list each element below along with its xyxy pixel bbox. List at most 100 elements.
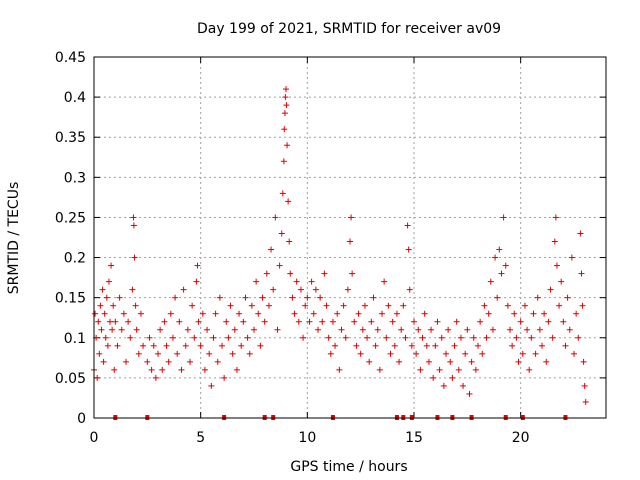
data-point: [391, 342, 398, 349]
data-point: [130, 222, 137, 229]
data-point: [485, 310, 492, 317]
data-point: [180, 286, 187, 293]
data-point: [133, 326, 140, 333]
data-point: [489, 326, 496, 333]
data-point: [432, 342, 439, 349]
data-point: [118, 326, 125, 333]
y-tick-label: 0.2: [64, 251, 86, 267]
data-point: [455, 366, 462, 373]
data-point: [393, 310, 400, 317]
data-point: [515, 358, 522, 365]
data-point: [111, 366, 118, 373]
data-point: [229, 350, 236, 357]
data-point: [274, 326, 281, 333]
data-point: [240, 318, 247, 325]
data-point: [135, 350, 142, 357]
data-point: [468, 358, 475, 365]
data-point: [406, 286, 413, 293]
data-point: [227, 302, 234, 309]
data-point: [421, 310, 428, 317]
data-point: [472, 366, 479, 373]
data-point: [129, 286, 136, 293]
data-point: [310, 310, 317, 317]
grid-lines: [93, 56, 606, 419]
data-point: [487, 278, 494, 285]
y-axis-label: SRMTID / TECUs: [6, 182, 22, 295]
data-point: [509, 342, 516, 349]
data-point: [453, 318, 460, 325]
y-tick-label: 0: [77, 411, 86, 427]
data-point: [405, 246, 412, 253]
data-point: [528, 334, 535, 341]
data-point: [94, 374, 101, 381]
data-point: [517, 318, 524, 325]
data-point: [189, 302, 196, 309]
data-point: [357, 350, 364, 357]
data-point: [304, 294, 311, 301]
data-point: [270, 286, 277, 293]
data-point: [285, 198, 292, 205]
data-point: [244, 334, 251, 341]
data-point: [182, 342, 189, 349]
data-point: [549, 334, 556, 341]
data-point: [100, 358, 107, 365]
data-point: [479, 350, 486, 357]
data-point: [233, 366, 240, 373]
data-point: [295, 318, 302, 325]
data-point: [372, 342, 379, 349]
data-point: [351, 318, 358, 325]
data-point: [551, 238, 558, 245]
y-tick-labels: 0 0.05 0.1 0.15 0.2 0.25 0.3 0.35 0.4 0.45: [55, 50, 86, 427]
data-point: [464, 326, 471, 333]
data-point: [581, 382, 588, 389]
data-point: [475, 342, 481, 349]
data-point: [385, 302, 392, 309]
data-point: [146, 334, 153, 341]
data-point: [470, 334, 477, 341]
data-point: [349, 270, 356, 277]
data-point: [144, 358, 151, 365]
data-point: [558, 278, 565, 285]
data-point: [355, 310, 362, 317]
x-tick-labels: 0 5 10 15 20: [90, 430, 530, 446]
y-tick-label: 0.15: [55, 291, 86, 307]
data-point: [545, 318, 552, 325]
data-point: [325, 334, 332, 341]
data-point: [547, 286, 554, 293]
data-point: [379, 310, 385, 317]
data-point: [194, 262, 201, 269]
data-point: [157, 326, 164, 333]
data-point: [140, 342, 147, 349]
data-point: [436, 366, 443, 373]
data-point: [477, 318, 484, 325]
data-point: [524, 326, 531, 333]
data-point: [575, 334, 582, 341]
data-point: [152, 374, 159, 381]
data-point: [169, 334, 176, 341]
data-point: [137, 310, 144, 317]
data-point: [187, 358, 193, 365]
data-point: [374, 326, 381, 333]
data-point: [340, 302, 347, 309]
data-point: [541, 310, 548, 317]
data-point: [562, 342, 569, 349]
data-point: [504, 302, 511, 309]
data-point: [315, 326, 321, 333]
data-point: [449, 374, 456, 381]
data-point: [225, 334, 232, 341]
data-point: [283, 86, 289, 93]
data-point: [327, 350, 334, 357]
data-point: [278, 230, 285, 237]
data-point: [101, 310, 108, 317]
data-point: [231, 326, 238, 333]
data-point: [103, 294, 110, 301]
data-point: [329, 318, 336, 325]
data-point: [415, 326, 422, 333]
data-point: [348, 214, 355, 221]
data-point: [279, 190, 286, 197]
data-point: [172, 294, 179, 301]
data-point: [184, 326, 191, 333]
data-point: [383, 334, 390, 341]
data-point: [206, 350, 213, 357]
data-point: [334, 310, 341, 317]
